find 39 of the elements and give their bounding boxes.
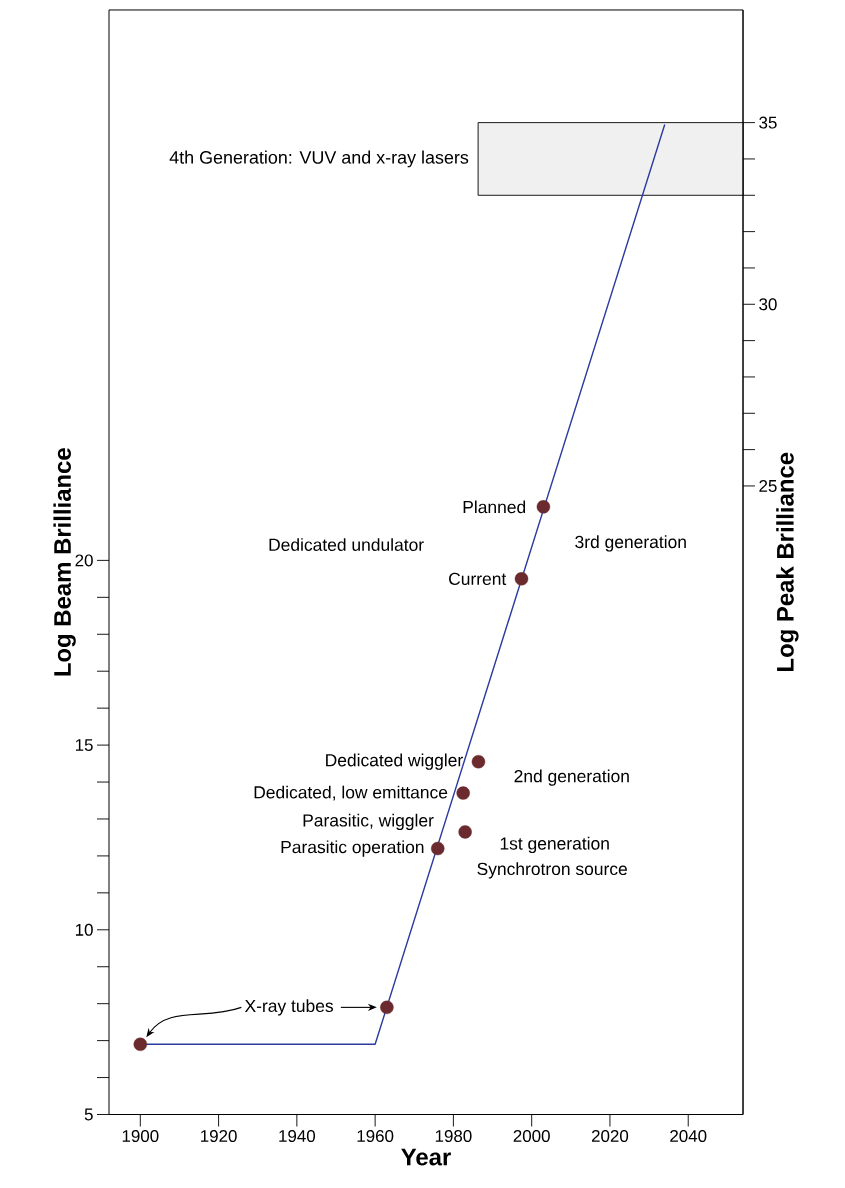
y-tick-label: 10	[75, 923, 93, 936]
annotation: Dedicated, low emittance	[254, 785, 448, 801]
point	[458, 825, 472, 839]
y-tick-label: 5	[84, 1108, 93, 1121]
annotation: X-ray tubes	[244, 999, 334, 1016]
annotation: Dedicated undulator	[269, 538, 424, 551]
point	[380, 1000, 394, 1015]
y-axis-title: Log Beam Brilliance	[53, 448, 76, 676]
x-tick-label: 2040	[670, 1130, 707, 1143]
annotation: Current	[449, 572, 507, 586]
point	[514, 572, 529, 586]
annotation: 3rd generation	[575, 535, 686, 552]
x-tick-label: 2020	[591, 1130, 629, 1143]
point	[536, 500, 551, 514]
x-axis-title: Year	[401, 1148, 451, 1166]
annotation: Parasitic, wiggler	[303, 813, 434, 831]
y2-tick-label: 25	[759, 479, 777, 492]
x-tick-label: 2000	[513, 1130, 550, 1143]
y2-tick-label: 35	[759, 116, 777, 129]
x-tick-label: 1960	[357, 1130, 394, 1143]
annotation: Dedicated wiggler	[326, 753, 463, 770]
annotation: Synchrotron source	[477, 862, 627, 879]
y2-axis-title: Log Peak Brilliance	[776, 452, 799, 671]
y-tick-label: 20	[75, 554, 93, 567]
y2-tick-label: 30	[759, 298, 777, 311]
x-tick-label: 1900	[122, 1130, 159, 1143]
annotation: 1st generation	[500, 836, 609, 854]
point	[133, 1037, 148, 1052]
band-label: 4th Generation: VUV and x-ray lasers	[169, 150, 469, 168]
x-tick-label: 1920	[201, 1130, 237, 1143]
x-tick-label: 1940	[279, 1130, 316, 1143]
point	[471, 755, 486, 769]
y-tick-label: 15	[75, 739, 93, 752]
x-tick-label: 1980	[435, 1130, 472, 1143]
point	[431, 841, 445, 856]
annotation: Parasitic operation	[281, 840, 424, 857]
point	[456, 786, 470, 800]
annotation: Planned	[463, 500, 526, 514]
annotation: 2nd generation	[514, 769, 629, 786]
